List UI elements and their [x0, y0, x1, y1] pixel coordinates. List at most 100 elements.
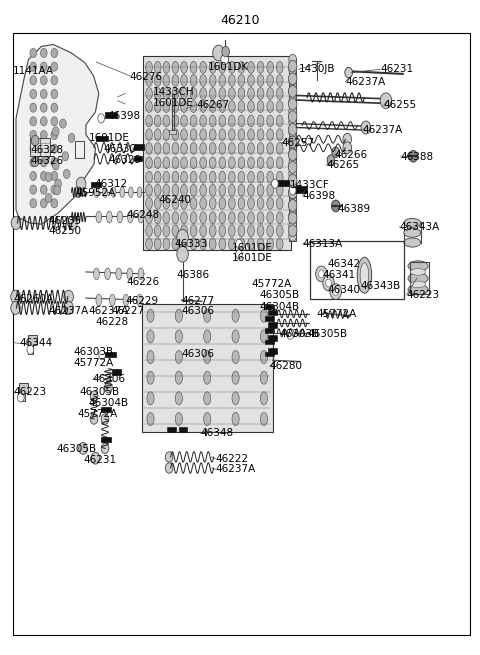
Ellipse shape — [155, 129, 161, 141]
Circle shape — [31, 157, 39, 167]
Ellipse shape — [257, 143, 264, 155]
Ellipse shape — [180, 197, 187, 209]
Text: 46237A: 46237A — [88, 305, 129, 316]
Ellipse shape — [146, 184, 153, 196]
Circle shape — [101, 414, 109, 424]
Ellipse shape — [260, 413, 267, 426]
Ellipse shape — [248, 101, 254, 113]
Ellipse shape — [180, 212, 187, 223]
Ellipse shape — [175, 413, 182, 426]
Ellipse shape — [209, 115, 216, 127]
Ellipse shape — [238, 238, 245, 250]
Ellipse shape — [408, 273, 428, 284]
Ellipse shape — [404, 238, 420, 247]
Ellipse shape — [180, 143, 187, 155]
Circle shape — [333, 288, 338, 295]
Ellipse shape — [228, 143, 235, 155]
Circle shape — [54, 185, 60, 195]
Ellipse shape — [209, 62, 216, 73]
Ellipse shape — [146, 62, 153, 73]
Ellipse shape — [232, 413, 239, 426]
Ellipse shape — [219, 129, 226, 141]
Ellipse shape — [172, 101, 179, 113]
Ellipse shape — [180, 75, 187, 86]
Ellipse shape — [200, 238, 206, 250]
Ellipse shape — [175, 330, 182, 343]
Ellipse shape — [129, 187, 133, 197]
Circle shape — [361, 121, 371, 134]
Ellipse shape — [238, 75, 245, 86]
Bar — [265, 340, 274, 345]
Circle shape — [30, 144, 36, 153]
Ellipse shape — [219, 75, 226, 86]
Text: 1601DE: 1601DE — [89, 133, 130, 143]
Ellipse shape — [248, 115, 254, 127]
Ellipse shape — [238, 225, 245, 236]
Ellipse shape — [267, 143, 274, 155]
Text: 46235: 46235 — [48, 216, 82, 226]
Circle shape — [74, 187, 82, 197]
Circle shape — [272, 179, 278, 188]
Ellipse shape — [180, 88, 187, 100]
Circle shape — [11, 216, 21, 229]
Ellipse shape — [248, 143, 254, 155]
Ellipse shape — [180, 129, 187, 141]
Circle shape — [289, 200, 297, 210]
Ellipse shape — [228, 225, 235, 236]
Circle shape — [40, 62, 47, 71]
Ellipse shape — [276, 101, 283, 113]
Ellipse shape — [228, 157, 235, 169]
Bar — [96, 136, 108, 141]
Text: 46329: 46329 — [108, 155, 142, 165]
Text: 46267: 46267 — [197, 100, 230, 109]
Circle shape — [236, 250, 242, 259]
Circle shape — [288, 162, 297, 174]
Ellipse shape — [190, 115, 197, 127]
Ellipse shape — [357, 257, 372, 293]
Circle shape — [331, 200, 340, 212]
Text: 1433CH: 1433CH — [153, 87, 194, 97]
Ellipse shape — [232, 330, 239, 343]
Ellipse shape — [219, 197, 226, 209]
Circle shape — [289, 220, 297, 231]
Text: 46276: 46276 — [130, 72, 163, 82]
Circle shape — [289, 96, 297, 106]
Ellipse shape — [172, 157, 179, 169]
Ellipse shape — [200, 101, 206, 113]
Ellipse shape — [146, 129, 153, 141]
Text: 46223: 46223 — [13, 387, 46, 397]
Ellipse shape — [248, 88, 254, 100]
Ellipse shape — [147, 309, 154, 322]
Text: 46222: 46222 — [216, 454, 249, 464]
Text: 46237A: 46237A — [362, 125, 403, 135]
Ellipse shape — [180, 115, 187, 127]
Text: 46389: 46389 — [337, 204, 371, 214]
Ellipse shape — [209, 172, 216, 183]
Ellipse shape — [238, 62, 245, 73]
Circle shape — [343, 142, 351, 154]
Text: 46312: 46312 — [94, 179, 127, 189]
Text: 46237A: 46237A — [345, 77, 385, 86]
Ellipse shape — [276, 88, 283, 100]
Ellipse shape — [219, 212, 226, 223]
Circle shape — [51, 62, 58, 71]
Circle shape — [51, 158, 58, 167]
Ellipse shape — [209, 129, 216, 141]
Circle shape — [30, 198, 36, 208]
Ellipse shape — [238, 101, 245, 113]
Ellipse shape — [248, 157, 254, 169]
Ellipse shape — [404, 218, 420, 227]
Ellipse shape — [180, 101, 187, 113]
Ellipse shape — [267, 238, 274, 250]
Ellipse shape — [360, 263, 369, 288]
Ellipse shape — [257, 115, 264, 127]
Circle shape — [332, 147, 339, 158]
Circle shape — [40, 185, 47, 195]
Ellipse shape — [180, 238, 187, 250]
Ellipse shape — [209, 212, 216, 223]
Ellipse shape — [163, 238, 169, 250]
Circle shape — [177, 229, 188, 245]
Ellipse shape — [410, 281, 426, 288]
Circle shape — [325, 279, 331, 287]
Bar — [265, 305, 274, 309]
